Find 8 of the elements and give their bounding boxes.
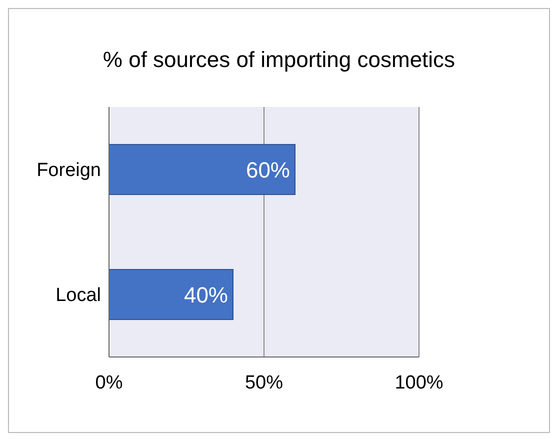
y-tick-label: Foreign [36,160,101,182]
chart-title: % of sources of importing cosmetics [102,47,456,74]
data-label: 40% [184,282,228,308]
x-tick-label: 50% [244,372,284,394]
y-tick-label: Local [56,285,101,306]
x-tick-label: 0% [95,372,123,394]
x-tick-label: 100% [394,372,444,394]
data-label: 60% [246,157,290,182]
